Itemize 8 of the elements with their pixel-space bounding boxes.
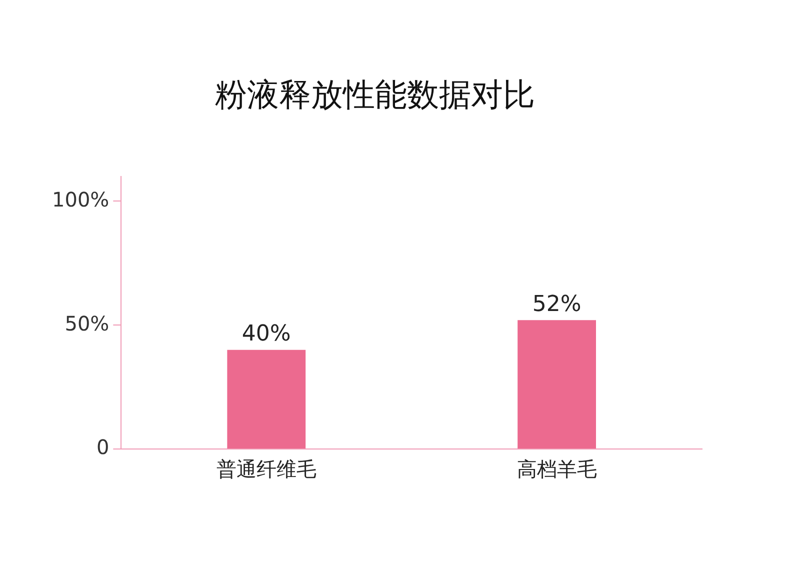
- y-tick-label: 50%: [64, 311, 110, 336]
- data-label: 40%: [242, 322, 291, 347]
- chart-title: 粉液释放性能数据对比: [215, 76, 535, 114]
- y-tick-label: 0: [96, 435, 110, 460]
- x-tick-label: 高档羊毛: [516, 457, 597, 482]
- data-label: 52%: [532, 292, 582, 317]
- y-tick-label: 100%: [52, 187, 110, 212]
- x-tick-label: 普通纤维毛: [216, 457, 316, 482]
